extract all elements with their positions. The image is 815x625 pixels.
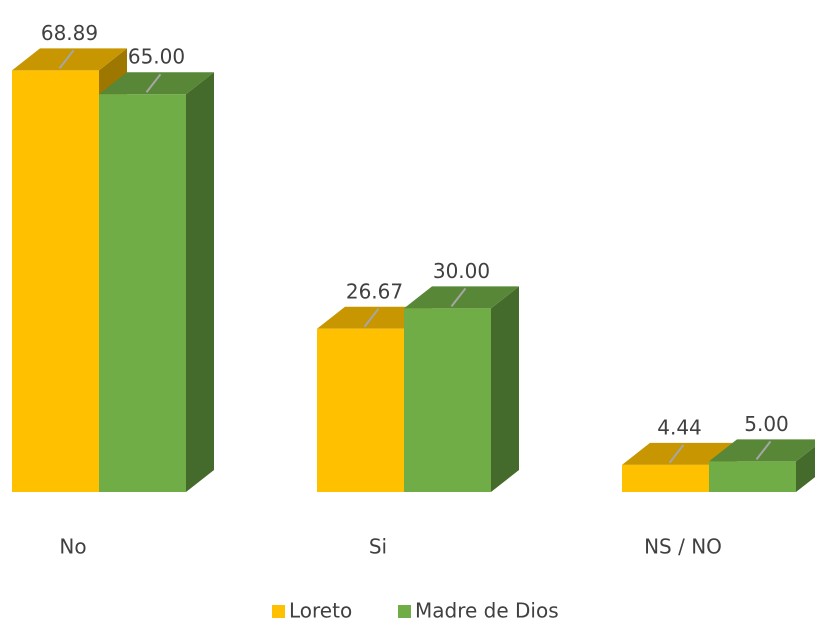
x-tick-label: NS / NO <box>644 535 722 559</box>
bar-top <box>622 442 737 465</box>
bar-top <box>99 72 214 95</box>
data-label: 30.00 <box>433 259 490 283</box>
bar-side <box>491 286 519 492</box>
data-label: 26.67 <box>346 279 403 303</box>
data-label: 5.00 <box>744 412 789 436</box>
bar <box>12 70 99 493</box>
bar-top <box>709 439 815 462</box>
bar-top <box>317 306 432 329</box>
bar-top <box>12 48 127 71</box>
legend-swatch <box>272 605 285 618</box>
x-tick-label: Si <box>369 535 387 559</box>
leader-line <box>58 49 75 70</box>
legend-label: Loreto <box>289 599 352 623</box>
data-label: 65.00 <box>128 45 185 69</box>
leader-line <box>450 287 467 308</box>
bar-side <box>186 72 214 492</box>
legend-label: Madre de Dios <box>415 599 559 623</box>
leader-line <box>145 73 162 93</box>
bar <box>99 94 186 492</box>
bar <box>622 464 709 492</box>
bar <box>317 328 404 492</box>
x-tick-label: No <box>59 535 86 559</box>
leader-line <box>668 444 685 464</box>
bar <box>404 308 491 492</box>
legend-swatch <box>398 605 411 618</box>
bar-side <box>796 446 815 492</box>
leader-line <box>755 440 772 461</box>
data-label: 4.44 <box>657 415 702 439</box>
leader-line <box>363 308 380 328</box>
bar <box>709 461 796 492</box>
bar-top <box>404 286 519 309</box>
data-label: 68.89 <box>41 21 98 45</box>
